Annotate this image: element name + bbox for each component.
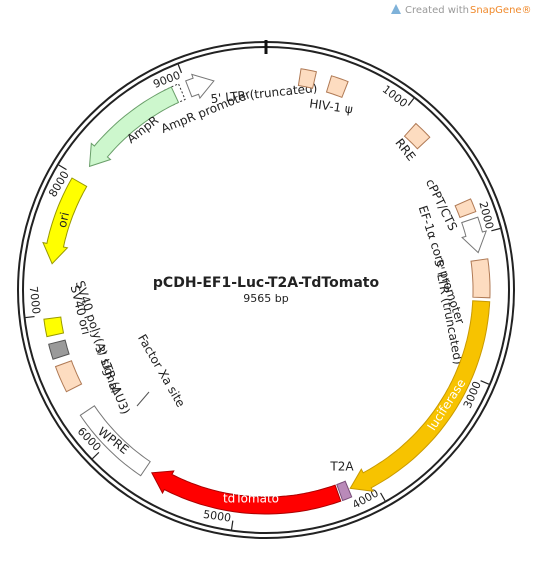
- watermark-brand: SnapGene®: [470, 5, 532, 16]
- tick-mark: [177, 64, 183, 74]
- feature-shape: [454, 198, 477, 219]
- tick-mark: [407, 97, 415, 106]
- feature-shape: [88, 86, 180, 168]
- feature-shape: [297, 68, 318, 89]
- watermark: Created with SnapGene®: [391, 4, 532, 16]
- feature-shape: [151, 470, 342, 515]
- feature-label: ori: [55, 211, 72, 229]
- feature-shape: [54, 360, 83, 393]
- tick-label: 5000: [202, 508, 232, 525]
- feature-label: Factor Xa site: [135, 332, 188, 410]
- feature-label: SV40 poly(A) signal: [73, 279, 123, 395]
- feature-shape: [461, 216, 488, 254]
- tick-label: 1000: [380, 83, 410, 110]
- tick-mark: [58, 164, 67, 171]
- feature-shape: [349, 300, 491, 492]
- feature-shape: [185, 73, 215, 100]
- tick-mark: [380, 492, 386, 502]
- plasmid-name: pCDH-EF1-Luc-T2A-TdTomato: [153, 275, 380, 291]
- tick-label: 9000: [151, 69, 182, 91]
- feature-shape: [42, 177, 88, 265]
- watermark-prefix: Created with: [405, 5, 469, 16]
- tick-mark: [480, 380, 490, 385]
- tick-mark: [230, 520, 234, 530]
- tick-label: 7000: [27, 286, 43, 315]
- feature-shape: [336, 480, 353, 502]
- leader-line: [136, 391, 150, 407]
- plasmid-size: 9565 bp: [243, 292, 288, 305]
- feature-shape: [403, 122, 431, 150]
- tick-mark: [491, 227, 501, 232]
- feature-label: T2A: [329, 460, 354, 474]
- logo: [391, 4, 401, 14]
- tick-mark: [25, 315, 35, 319]
- feature-shape: [43, 316, 65, 338]
- tick-mark: [92, 451, 100, 460]
- feature-label: tdTomato: [223, 492, 279, 506]
- feature-label: HIV-1 ψ: [308, 97, 353, 117]
- feature-shape: [470, 258, 491, 299]
- feature-shape: [48, 339, 70, 360]
- feature-shape: [79, 405, 151, 477]
- feature-shape: [325, 75, 349, 99]
